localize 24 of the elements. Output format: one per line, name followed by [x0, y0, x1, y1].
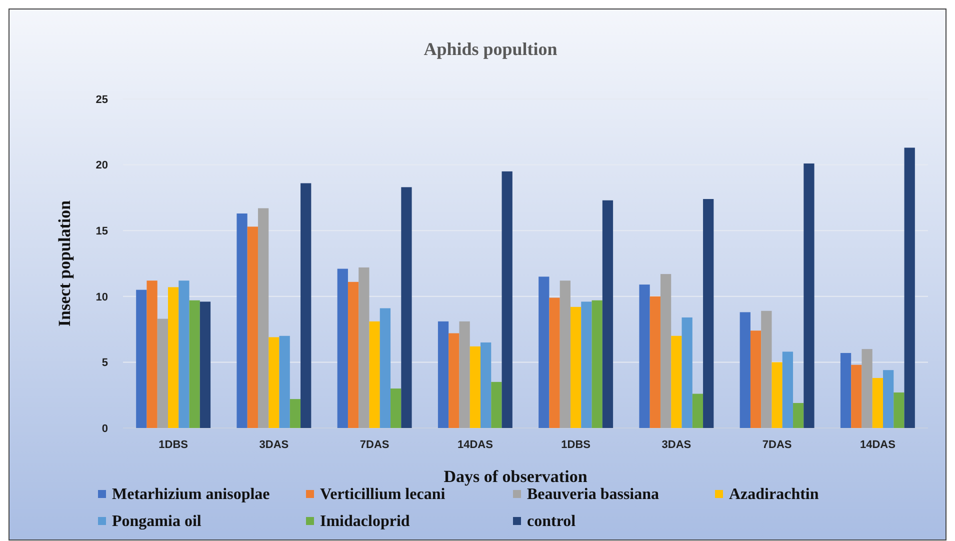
legend-label: Verticillium lecani [320, 486, 446, 503]
y-tick-label: 20 [96, 160, 108, 172]
chart-title: Aphids popultion [424, 39, 558, 59]
legend-label: control [527, 513, 576, 530]
x-tick-label: 7DAS [360, 439, 390, 451]
x-tick-label: 14DAS [457, 439, 493, 451]
y-axis-title: Insect population [55, 200, 74, 327]
legend-label: Beauveria bassiana [527, 486, 660, 503]
y-tick-label: 10 [96, 291, 108, 304]
x-tick-label: 1DBS [561, 439, 590, 451]
x-tick-label: 3DAS [259, 439, 289, 451]
legend-label: Metarhizium anisoplae [112, 486, 270, 503]
legend-label: Azadirachtin [729, 486, 819, 503]
y-tick-label: 25 [96, 94, 108, 106]
x-axis-title: Days of observation [444, 467, 588, 486]
y-tick-label: 15 [96, 225, 108, 238]
legend-label: Imidacloprid [320, 513, 410, 530]
x-tick-label: 1DBS [158, 439, 188, 451]
y-tick-label: 5 [102, 357, 108, 370]
x-tick-label: 3DAS [662, 439, 692, 451]
x-tick-label: 14DAS [860, 439, 896, 451]
legend-label: Pongamia oil [112, 513, 202, 530]
x-tick-label: 7DAS [762, 439, 792, 451]
y-tick-label: 0 [102, 422, 108, 435]
